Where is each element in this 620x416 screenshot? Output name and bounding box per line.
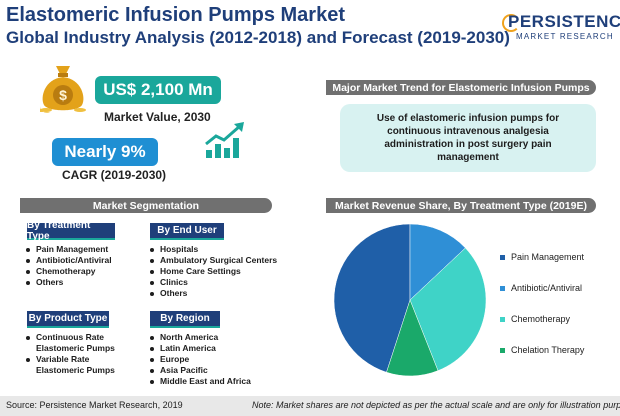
legend-label: Antibiotic/Antiviral [511, 283, 583, 293]
legend-swatch [500, 254, 505, 260]
legend-label: Pain Management [511, 252, 585, 262]
legend-label: Chelation Therapy [511, 345, 585, 355]
segment-list-product: Continuous Rate Elastomeric Pumps Variab… [26, 332, 136, 376]
list-item: Latin America [150, 343, 251, 354]
chart-header: Market Revenue Share, By Treatment Type … [326, 198, 596, 213]
market-value-label: Market Value, 2030 [104, 110, 211, 124]
money-bag-icon: $ [40, 66, 86, 113]
cagr-badge: Nearly 9% [52, 138, 158, 166]
list-item: Europe [150, 354, 251, 365]
list-item: Others [26, 277, 112, 288]
footer: Source: Persistence Market Research, 201… [0, 396, 620, 416]
logo-main-text: PERSISTENCE [508, 12, 620, 31]
pie-slice-chemotherapy [409, 247, 487, 371]
list-item: Clinics [150, 277, 277, 288]
svg-text:$: $ [59, 87, 67, 103]
list-item: Antibiotic/Antiviral [26, 255, 112, 266]
list-item: Continuous Rate Elastomeric Pumps [26, 332, 132, 354]
segment-list-end-user: Hospitals Ambulatory Surgical Centers Ho… [150, 244, 277, 299]
list-item: Others [150, 288, 277, 299]
segmentation-header: Market Segmentation [20, 198, 272, 213]
pie-slice-pain-management [333, 223, 411, 373]
list-item: Asia Pacific [150, 365, 251, 376]
footer-note: Note: Market shares are not depicted as … [252, 400, 620, 410]
market-value-badge: US$ 2,100 Mn [95, 76, 221, 104]
pie-slice-chelation-therapy [386, 299, 439, 377]
legend-item-antibiotic: Antibiotic/Antiviral [500, 283, 582, 293]
legend-item-chemotherapy: Chemotherapy [500, 314, 570, 324]
legend-item-pain-management: Pain Management [500, 252, 584, 262]
list-item: Chemotherapy [26, 266, 112, 277]
segment-title-end-user: By End User [150, 223, 224, 240]
segment-list-treatment: Pain Management Antibiotic/Antiviral Che… [26, 244, 112, 288]
logo-sub-text: MARKET RESEARCH [516, 32, 614, 41]
list-item: Hospitals [150, 244, 277, 255]
legend-swatch [500, 285, 505, 291]
cagr-label: CAGR (2019-2030) [62, 168, 167, 182]
trend-header: Major Market Trend for Elastomeric Infus… [326, 80, 596, 95]
legend-swatch [500, 316, 505, 322]
list-item: Middle East and Africa [150, 376, 251, 387]
list-item: Pain Management [26, 244, 112, 255]
segment-title-product: By Product Type [27, 311, 109, 328]
growth-chart-icon [205, 122, 244, 158]
list-item: Home Care Settings [150, 266, 277, 277]
footer-source: Source: Persistence Market Research, 201… [6, 400, 183, 410]
list-item: Variable Rate Elastomeric Pumps [26, 354, 132, 376]
legend-label: Chemotherapy [511, 314, 571, 324]
pie-slice-antibiotic-antiviral [409, 223, 466, 301]
company-logo: PERSISTENCE MARKET RESEARCH [502, 10, 620, 46]
legend-item-chelation: Chelation Therapy [500, 345, 584, 355]
logo-swoosh-icon [502, 14, 520, 32]
page-title: Elastomeric Infusion Pumps Market [6, 4, 345, 26]
list-item: Ambulatory Surgical Centers [150, 255, 277, 266]
trend-description: Use of elastomeric infusion pumps for co… [340, 104, 596, 172]
legend-swatch [500, 347, 505, 353]
segment-title-treatment: By Treatment Type [27, 220, 115, 242]
segment-list-region: North America Latin America Europe Asia … [150, 332, 251, 387]
segment-title-region: By Region [150, 311, 220, 328]
page-subtitle: Global Industry Analysis (2012-2018) and… [6, 28, 510, 47]
pie-chart [333, 223, 487, 377]
list-item: North America [150, 332, 251, 343]
